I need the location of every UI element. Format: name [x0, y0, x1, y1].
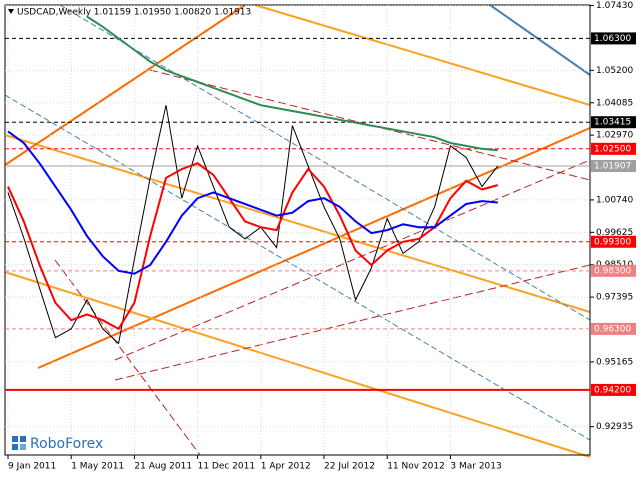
level-label: 1.06300: [594, 34, 631, 44]
level-label-box: [591, 142, 636, 155]
level-label: 1.01907: [594, 162, 631, 172]
level-label: 0.96300: [594, 324, 631, 334]
x-tick-label: 3 Mar 2013: [450, 462, 501, 472]
level-label-box: [591, 235, 636, 248]
y-tick-label: 1.07430: [596, 1, 633, 11]
level-label: 0.98300: [594, 266, 631, 276]
level-label-box: [591, 32, 636, 45]
x-tick-label: 1 Apr 2012: [261, 462, 311, 472]
y-tick-label: 0.95165: [596, 357, 633, 367]
y-tick-label: 1.02970: [596, 131, 633, 141]
series-line: [86, 15, 498, 152]
y-tick-label: 1.00740: [596, 195, 633, 205]
series-line: [7, 130, 498, 275]
x-tick-label: 9 Jan 2011: [8, 462, 56, 472]
level-label: 0.99300: [594, 237, 631, 247]
x-tick-label: 11 Dec 2011: [198, 462, 256, 472]
y-tick-label: 0.97395: [596, 293, 633, 303]
y-tick-label: 1.04085: [596, 98, 633, 108]
y-tick-label: 1.05200: [596, 66, 633, 76]
level-label-box: [591, 322, 636, 335]
plot-frame: [4, 4, 591, 456]
level-label: 0.94200: [594, 385, 631, 395]
logo: [12, 436, 26, 450]
y-tick-label: 0.99625: [596, 228, 633, 238]
level-label-box: [591, 160, 636, 173]
x-tick-label: 1 May 2011: [71, 462, 124, 472]
x-tick-label: 22 Jul 2012: [324, 462, 375, 472]
x-tick-label: 11 Nov 2012: [387, 462, 445, 472]
watermark: RoboForex: [30, 436, 103, 452]
trend-lines: [4, 4, 591, 458]
level-label-box: [591, 116, 636, 129]
level-label: 1.03415: [594, 118, 631, 128]
level-label: 1.02500: [594, 144, 631, 154]
level-label-box: [591, 383, 636, 396]
x-tick-label: 21 Aug 2011: [134, 462, 192, 472]
series-line: [7, 105, 499, 345]
menu-arrow: [8, 9, 14, 14]
chart-title: USDCAD,Weekly 1.01159 1.01950 1.00820 1.…: [17, 8, 251, 18]
level-label-box: [591, 264, 636, 277]
series-line: [7, 162, 499, 331]
y-tick-label: 0.92935: [596, 422, 633, 432]
